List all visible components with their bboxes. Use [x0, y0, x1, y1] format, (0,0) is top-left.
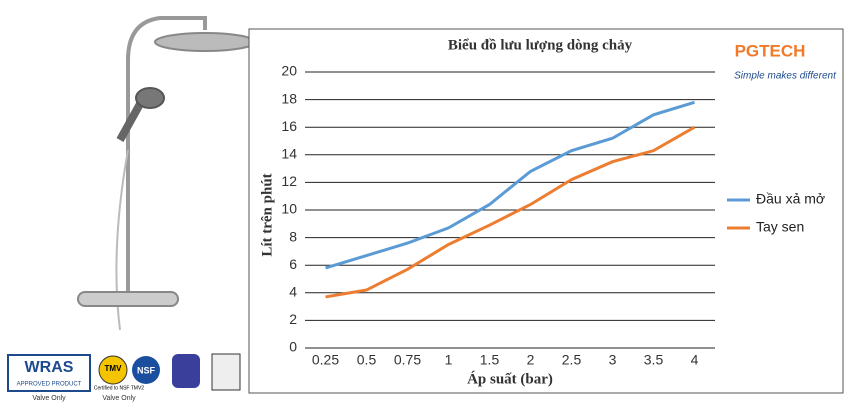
nsf-text: NSF [137, 365, 156, 375]
x-tick-label: 2.5 [562, 352, 582, 368]
x-tick-label: 1 [445, 352, 453, 368]
tmv-sub: Certified to NSF TMV2 [94, 385, 144, 391]
y-tick-label: 20 [281, 63, 297, 79]
legend-label: Tay sen [756, 219, 804, 235]
nsf-badge [132, 356, 160, 384]
chart-title: Biểu đồ lưu lượng dòng chảy [448, 37, 633, 53]
y-tick-label: 18 [281, 90, 297, 106]
thermostat [77, 291, 179, 307]
y-axis-label: Lít trên phút [259, 173, 275, 256]
logo-brand: PGTECH [735, 41, 806, 60]
x-tick-label: 4 [691, 352, 699, 368]
x-tick-label: 0.5 [357, 352, 377, 368]
x-tick-label: 2 [527, 352, 535, 368]
y-tick-label: 4 [289, 284, 297, 300]
tmv-note: Valve Only [102, 395, 136, 402]
shower-illustration [77, 16, 256, 331]
badges: WRAS APPROVED PRODUCT Valve Only TMV Cer… [7, 353, 241, 402]
y-tick-label: 2 [289, 311, 297, 327]
wras-note: Valve Only [32, 395, 66, 402]
series-line [325, 125, 696, 299]
x-tick-label: 0.75 [394, 352, 421, 368]
x-axis-label: Áp suất (bar) [467, 370, 553, 387]
legend-label: Đầu xả mở [756, 191, 825, 207]
temp-badge [211, 353, 241, 391]
logo-tagline: Simple makes different [734, 71, 837, 82]
x-tick-label: 1.5 [480, 352, 500, 368]
scald-badge [172, 354, 200, 388]
x-tick-label: 3 [609, 352, 617, 368]
y-tick-label: 16 [281, 118, 297, 134]
wras-text: WRAS [25, 359, 74, 376]
y-tick-label: 8 [289, 228, 297, 244]
y-tick-label: 6 [289, 256, 297, 272]
x-tick-label: 3.5 [644, 352, 664, 368]
rain-head [154, 32, 256, 52]
hose [115, 149, 129, 331]
chart-frame [248, 28, 844, 394]
tmv-text: TMV [105, 364, 123, 373]
hand-head [135, 87, 165, 109]
wras-badge [7, 354, 91, 392]
y-tick-label: 14 [281, 146, 297, 162]
series-line [325, 100, 695, 270]
y-tick-label: 0 [289, 339, 297, 355]
y-tick-label: 10 [281, 201, 297, 217]
x-tick-label: 0.25 [312, 352, 339, 368]
y-tick-label: 12 [281, 173, 297, 189]
riser-pipe [126, 16, 207, 300]
wras-sub: APPROVED PRODUCT [17, 382, 82, 388]
tmv-badge [98, 355, 128, 385]
